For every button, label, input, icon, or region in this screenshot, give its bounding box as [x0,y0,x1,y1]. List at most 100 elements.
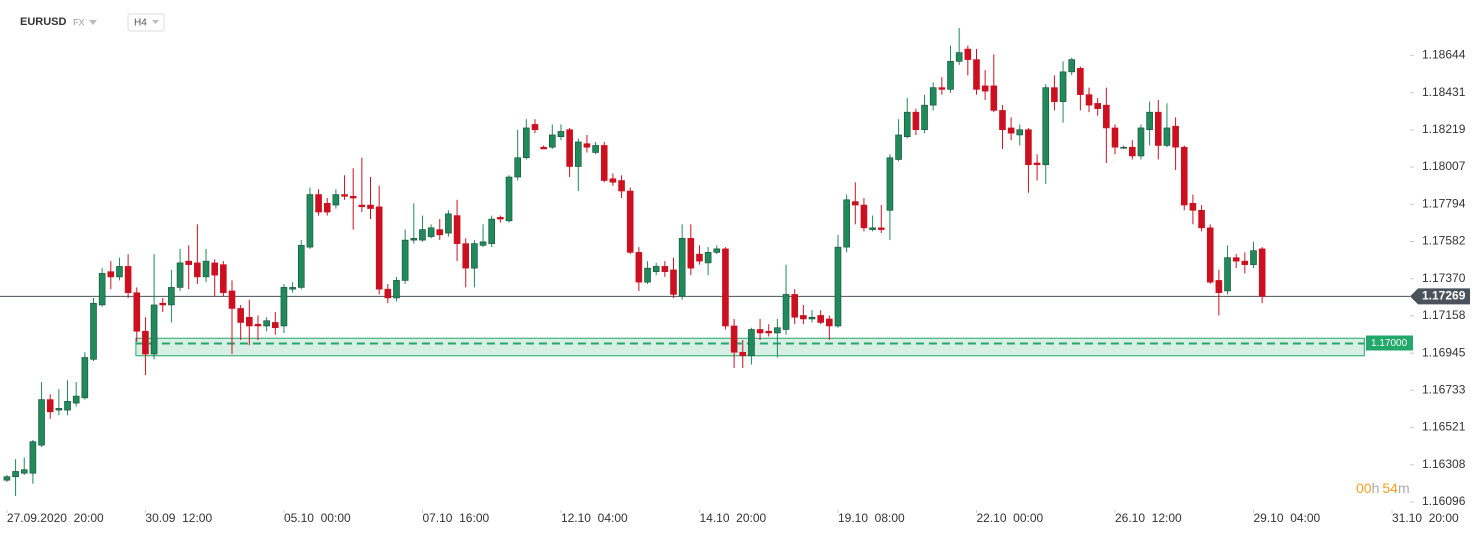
candle-body [1094,103,1101,109]
candle-body [479,241,487,246]
candle-body [1163,127,1171,146]
candle-body [124,266,132,293]
candle-body [938,87,946,90]
y-tick-label: 1.16308 [1422,457,1466,471]
candle-body [826,318,833,327]
candle-body [713,248,721,253]
candle-body [566,129,573,167]
candle-body [670,269,677,295]
candle-body [1154,111,1162,146]
candle-body [843,199,850,248]
countdown-hours: 00 [1356,480,1372,496]
candle-body [436,229,444,236]
candle-body [367,204,374,209]
candle-body [618,180,625,192]
y-tick-label: 1.18431 [1422,85,1466,99]
x-tick-label: 07.10 16:00 [422,511,489,525]
candle-body [220,264,227,293]
candle-body [1051,87,1058,102]
candle-body [1111,127,1119,148]
candle-body [574,141,582,167]
candle-body [1198,210,1205,229]
candle-body [401,239,409,281]
candle-body [315,194,322,213]
candle-body [635,252,643,283]
x-tick-label: 19.10 08:00 [838,511,905,525]
candle-body [774,327,781,334]
candle-body [696,253,703,262]
candle-body [471,243,478,269]
candle-body [289,287,296,290]
candle-body [557,131,565,138]
candle-body [445,213,452,234]
candle-body [159,302,167,306]
candle-body [98,273,106,306]
candle-body [1241,260,1249,265]
symbol[interactable]: EURUSD [20,16,67,28]
countdown: 00h 54m [1356,480,1410,496]
candle-body [791,294,798,318]
candle-body [722,248,729,327]
candle-body [410,238,418,241]
x-tick-label: 29.10 04:00 [1254,511,1321,525]
y-tick-label: 1.18644 [1422,48,1466,62]
candle-body [973,59,980,90]
candle-body [306,194,314,248]
candle-body [90,302,97,360]
x-tick-label: 12.10 04:00 [561,511,628,525]
candle-body [341,194,348,197]
candle-body [644,267,651,283]
candle-body [800,315,807,320]
candle-body [12,471,19,478]
timeframe-box[interactable] [127,13,165,32]
candle-body [323,202,331,213]
candle-body [903,111,911,138]
candle-body [116,266,123,278]
candle-body [756,329,764,334]
candle-body [38,399,45,446]
level-label: 1.17000 [1371,338,1408,349]
timeframe[interactable]: H4 [134,18,147,29]
candle-body [1025,129,1032,166]
candle-body [393,280,400,299]
candle-body [1120,146,1127,149]
countdown-minutes: 54 [1382,480,1398,496]
y-tick-label: 1.16945 [1422,345,1466,359]
x-tick-label: 05.10 00:00 [284,511,351,525]
candle-body [981,85,989,92]
countdown-unit: m [1398,480,1410,496]
candle-body [1068,59,1076,73]
y-tick-label: 1.16521 [1422,420,1466,434]
timeframe-dropdown[interactable] [152,20,159,24]
candle-body [332,194,340,206]
candle-body [384,288,392,299]
candle-body [453,215,461,244]
candle-body [947,61,954,90]
candle-body [185,260,193,265]
market: FX [73,17,85,27]
candle-body [877,227,885,230]
candle-body [1137,127,1145,157]
candle-body [142,330,149,355]
x-tick-label: 31.10 20:00 [1392,511,1459,525]
candle-body [488,218,496,244]
candle-body [687,238,695,269]
candle-body [999,110,1006,130]
y-tick-label: 1.17370 [1422,271,1466,285]
candle-body [964,48,972,60]
x-tick-label: 22.10 00:00 [976,511,1043,525]
candle-body [782,294,790,330]
candle-body [895,134,902,160]
candle-body [150,304,158,355]
candle-body [869,227,876,230]
candle-body [211,262,218,276]
candle-body [609,178,617,183]
symbol-dropdown[interactable] [89,20,97,25]
candle-body [168,287,175,306]
candle-body [297,245,305,288]
candle-body [246,316,253,327]
candle-body [1206,227,1214,283]
candle-body [860,204,868,229]
y-tick-label: 1.17794 [1422,197,1466,211]
